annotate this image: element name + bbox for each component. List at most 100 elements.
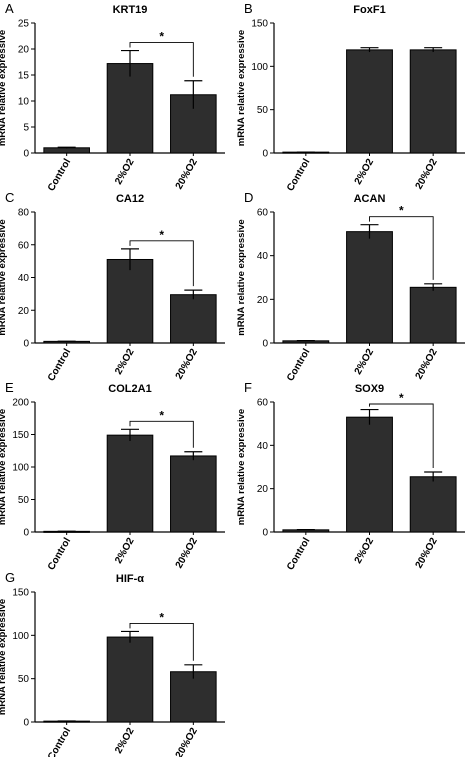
y-tick-label-d: 40 bbox=[257, 251, 269, 262]
y-tick-label-b: 0 bbox=[262, 149, 268, 160]
significance-bracket-d bbox=[369, 216, 434, 280]
x-tick-label-c-2: 20%O2 bbox=[174, 347, 200, 382]
y-tick-label-b: 100 bbox=[251, 62, 268, 73]
y-tick-label-e: 150 bbox=[12, 430, 29, 441]
bar-c-1 bbox=[106, 258, 154, 344]
y-axis-label-c: mRNA relative expressive bbox=[0, 219, 8, 335]
y-axis-label-g: mRNA relative expressive bbox=[0, 599, 8, 715]
y-axis-label-f: mRNA relative expressive bbox=[236, 409, 247, 525]
x-tick-label-f-1: 2%O2 bbox=[353, 536, 377, 566]
significance-star-c: * bbox=[159, 228, 164, 242]
chart-title-e: COL2A1 bbox=[108, 383, 151, 395]
bar-f-1 bbox=[346, 416, 393, 533]
x-tick-label-a-1: 2%O2 bbox=[113, 157, 137, 187]
x-tick-label-d-2: 20%O2 bbox=[414, 347, 440, 382]
bar-c-2 bbox=[170, 294, 217, 344]
y-tick-label-c: 20 bbox=[18, 306, 30, 317]
chart-title-b: FoxF1 bbox=[353, 4, 385, 16]
y-tick-label-e: 100 bbox=[12, 463, 29, 474]
y-tick-label-f: 40 bbox=[257, 441, 269, 452]
bar-g-2 bbox=[170, 671, 217, 723]
panel-letter-g: G bbox=[5, 570, 15, 585]
y-tick-label-c: 0 bbox=[23, 339, 29, 350]
chart-title-g: HIF-α bbox=[116, 573, 144, 585]
bar-d-1 bbox=[346, 231, 393, 344]
y-tick-label-a: 5 bbox=[23, 123, 29, 134]
y-tick-label-g: 150 bbox=[12, 588, 29, 599]
panel-letter-b: B bbox=[244, 1, 253, 16]
bar-a-1 bbox=[106, 63, 154, 154]
bar-e-1 bbox=[106, 434, 154, 533]
y-tick-label-d: 0 bbox=[262, 339, 268, 350]
x-tick-label-g-2: 20%O2 bbox=[174, 726, 200, 757]
x-tick-label-a-0: Control bbox=[46, 157, 73, 193]
chart-title-f: SOX9 bbox=[355, 383, 384, 395]
panel-e: E COL2A1 mRNA relative expressive 0 50 100 150… bbox=[0, 380, 225, 572]
bar-f-2 bbox=[409, 476, 457, 533]
x-tick-label-d-0: Control bbox=[285, 347, 312, 383]
y-tick-label-e: 50 bbox=[18, 495, 30, 506]
panel-b: B FoxF1 mRNA relative expressive 0 50 100 150 C… bbox=[236, 1, 465, 193]
y-tick-label-b: 50 bbox=[257, 105, 269, 116]
bar-b-1 bbox=[346, 49, 393, 154]
bar-e-2 bbox=[170, 455, 217, 533]
bar-g-1 bbox=[106, 636, 154, 723]
x-tick-label-g-1: 2%O2 bbox=[113, 726, 137, 756]
x-tick-label-b-0: Control bbox=[285, 157, 312, 193]
x-tick-label-f-0: Control bbox=[285, 536, 312, 572]
y-tick-label-d: 20 bbox=[257, 295, 269, 306]
panel-d: D ACAN mRNA relative expressive 0 20 40 60 Cont… bbox=[236, 190, 465, 383]
y-tick-label-c: 40 bbox=[18, 273, 30, 284]
y-tick-label-b: 150 bbox=[251, 19, 268, 30]
significance-star-f: * bbox=[399, 391, 404, 405]
significance-star-e: * bbox=[159, 408, 164, 422]
panel-g: G HIF-α mRNA relative expressive 0 50 100 150 C… bbox=[0, 570, 225, 757]
y-axis-label-d: mRNA relative expressive bbox=[236, 219, 247, 335]
bar-b-2 bbox=[409, 49, 457, 154]
significance-bracket-a bbox=[129, 42, 194, 77]
significance-bracket-g bbox=[129, 622, 194, 661]
y-tick-label-g: 50 bbox=[18, 674, 30, 685]
x-tick-label-c-0: Control bbox=[46, 347, 73, 383]
significance-star-d: * bbox=[399, 204, 404, 218]
x-tick-label-f-2: 20%O2 bbox=[414, 536, 440, 571]
bar-a-0 bbox=[43, 147, 90, 154]
y-tick-label-f: 20 bbox=[257, 484, 269, 495]
y-tick-label-e: 200 bbox=[12, 398, 29, 409]
x-tick-label-d-1: 2%O2 bbox=[353, 347, 377, 377]
y-tick-label-a: 0 bbox=[23, 149, 29, 160]
panel-letter-a: A bbox=[5, 1, 14, 16]
x-tick-label-b-2: 20%O2 bbox=[414, 157, 440, 192]
panel-c: C CA12 mRNA relative expressive 0 20 40 60 80 Co… bbox=[0, 190, 225, 383]
panel-letter-c: C bbox=[5, 190, 14, 205]
y-tick-label-a: 10 bbox=[18, 97, 30, 108]
chart-title-a: KRT19 bbox=[113, 4, 148, 16]
y-tick-label-a: 20 bbox=[18, 45, 30, 56]
panel-letter-e: E bbox=[5, 380, 14, 395]
chart-title-c: CA12 bbox=[116, 193, 144, 205]
significance-bracket-c bbox=[129, 240, 194, 287]
y-axis-label-a: mRNA relative expressive bbox=[0, 30, 8, 146]
significance-star-a: * bbox=[159, 30, 164, 44]
panel-letter-f: F bbox=[244, 380, 252, 395]
y-tick-label-c: 80 bbox=[18, 208, 30, 219]
y-tick-label-d: 60 bbox=[257, 208, 269, 219]
bar-d-2 bbox=[409, 286, 457, 344]
y-tick-label-c: 60 bbox=[18, 240, 30, 251]
chart-title-d: ACAN bbox=[354, 193, 386, 205]
panel-letter-d: D bbox=[244, 190, 253, 205]
x-tick-label-a-2: 20%O2 bbox=[174, 157, 200, 192]
y-tick-label-f: 0 bbox=[262, 528, 268, 539]
x-tick-label-e-1: 2%O2 bbox=[113, 536, 137, 566]
x-tick-label-e-0: Control bbox=[46, 536, 73, 572]
y-tick-label-e: 0 bbox=[23, 528, 29, 539]
y-axis-label-e: mRNA relative expressive bbox=[0, 409, 8, 525]
x-tick-label-c-1: 2%O2 bbox=[113, 347, 137, 377]
panel-f: F SOX9 mRNA relative expressive 0 20 40 60 Cont… bbox=[236, 380, 465, 572]
x-tick-label-b-1: 2%O2 bbox=[353, 157, 377, 187]
x-tick-label-g-0: Control bbox=[46, 726, 73, 757]
y-tick-label-f: 60 bbox=[257, 398, 269, 409]
panel-a: A KRT19 mRNA relative expressive 0 5 10 15 20 25… bbox=[0, 1, 225, 193]
y-tick-label-a: 15 bbox=[18, 71, 30, 82]
significance-bracket-e bbox=[129, 420, 194, 448]
